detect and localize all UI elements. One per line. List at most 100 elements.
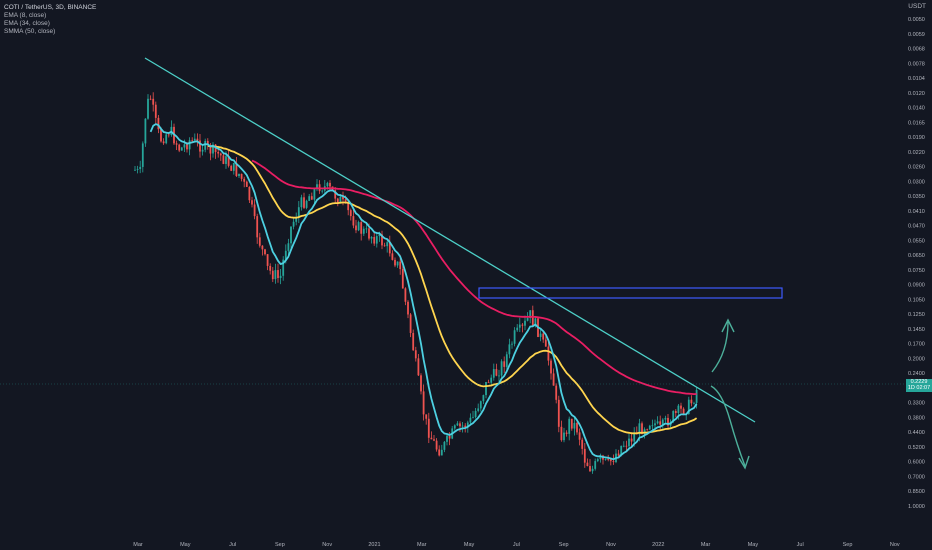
- candle-body: [407, 301, 409, 315]
- candle-body: [568, 418, 571, 434]
- candle-body: [539, 333, 542, 337]
- candle-body: [139, 166, 142, 170]
- candle-body: [687, 399, 690, 414]
- candle-body: [230, 165, 233, 171]
- y-tick-label: 0.0300: [908, 179, 925, 185]
- y-tick-label: 0.0550: [908, 238, 925, 244]
- y-tick-label: 0.1450: [908, 327, 925, 333]
- candle-body: [238, 173, 240, 177]
- candle-body: [583, 448, 586, 463]
- last-price-tag: 0.2229 1D 02:07: [906, 379, 932, 392]
- candle-body: [599, 455, 602, 460]
- candle-body: [591, 468, 594, 472]
- x-tick-label: May: [748, 542, 759, 548]
- candle-body: [498, 375, 500, 377]
- candle-body: [667, 417, 669, 426]
- candle-body: [321, 190, 324, 192]
- x-tick-label: Sep: [275, 542, 285, 548]
- candle-body: [438, 449, 441, 456]
- y-tick-label: 0.0350: [908, 194, 925, 200]
- y-tick-label: 0.1250: [908, 312, 925, 318]
- candle-body: [443, 441, 446, 450]
- candle-body: [622, 445, 625, 447]
- candle-body: [563, 432, 565, 441]
- candle-body: [134, 169, 136, 171]
- candle-body: [531, 310, 534, 326]
- candle-body: [271, 270, 274, 280]
- candle-body: [235, 162, 238, 177]
- x-tick-label: Jul: [229, 542, 236, 548]
- candle-body: [144, 118, 147, 144]
- candle-body: [672, 411, 675, 422]
- candle-body: [227, 156, 230, 166]
- candle-body: [524, 320, 526, 326]
- candle-body: [453, 425, 456, 429]
- candle-body: [222, 155, 225, 164]
- candle-body: [370, 236, 373, 239]
- candle-body: [466, 422, 469, 428]
- candle-body: [297, 207, 300, 219]
- candle-body: [409, 314, 412, 333]
- candle-body: [401, 269, 404, 289]
- candle-body: [576, 422, 578, 433]
- candle-body: [219, 153, 222, 156]
- candle-body: [505, 354, 508, 367]
- candle-body: [633, 433, 636, 442]
- candle-body: [651, 425, 654, 427]
- candle-body: [199, 140, 201, 152]
- x-tick-label: Nov: [322, 542, 332, 548]
- candle-body: [482, 395, 485, 402]
- candle-body: [420, 375, 422, 392]
- candle-body: [446, 435, 448, 442]
- y-tick-label: 0.0059: [908, 32, 925, 38]
- candle-body: [344, 199, 347, 202]
- candle-body: [477, 408, 480, 411]
- candle-body: [305, 200, 308, 208]
- candle-body: [303, 197, 305, 208]
- candle-body: [570, 418, 573, 429]
- y-tick-label: 0.1700: [908, 342, 925, 348]
- candle-body: [547, 346, 550, 361]
- y-tick-label: 0.0078: [908, 61, 925, 67]
- candle-body: [417, 358, 420, 376]
- smma50-line: [251, 159, 697, 396]
- candle-body: [310, 196, 313, 200]
- x-tick-label: May: [180, 542, 191, 548]
- x-tick-label: 2022: [652, 542, 664, 548]
- candle-body: [414, 350, 417, 359]
- currency-label[interactable]: USDT: [908, 3, 926, 10]
- candle-body: [388, 242, 391, 254]
- x-tick-label: Sep: [843, 542, 853, 548]
- x-tick-label: Sep: [559, 542, 569, 548]
- candle-body: [628, 438, 630, 447]
- candle-body: [157, 117, 160, 130]
- y-tick-label: 0.2000: [908, 356, 925, 362]
- candle-body: [695, 389, 698, 403]
- indicator-lines-layer: [149, 123, 698, 461]
- candle-body: [693, 402, 695, 404]
- candle-body: [422, 391, 425, 415]
- legend-ema34[interactable]: EMA (34, close): [4, 20, 50, 27]
- x-tick-label: Jul: [513, 542, 520, 548]
- y-tick-label: 0.7000: [908, 474, 925, 480]
- candle-body: [394, 259, 396, 266]
- candle-body: [396, 261, 399, 266]
- bearish-arrowhead: [738, 455, 750, 470]
- x-tick-label: Mar: [701, 542, 711, 548]
- candle-body: [508, 344, 511, 355]
- y-tick-label: 0.0140: [908, 106, 925, 112]
- candle-body: [375, 236, 378, 244]
- bearish-arrow-curve: [710, 385, 746, 467]
- candle-body: [661, 419, 664, 425]
- legend-ema8[interactable]: EMA (8, close): [4, 12, 47, 19]
- candle-body: [193, 138, 196, 141]
- symbol-title[interactable]: COTI / TetherUS, 3D, BINANCE: [4, 4, 97, 11]
- legend-smma50[interactable]: SMMA (50, close): [4, 28, 56, 35]
- candle-body: [690, 399, 693, 404]
- candle-body: [550, 360, 552, 374]
- candle-body: [654, 423, 656, 426]
- candle-body: [490, 377, 493, 383]
- candle-body: [664, 417, 667, 420]
- candle-body: [277, 270, 279, 278]
